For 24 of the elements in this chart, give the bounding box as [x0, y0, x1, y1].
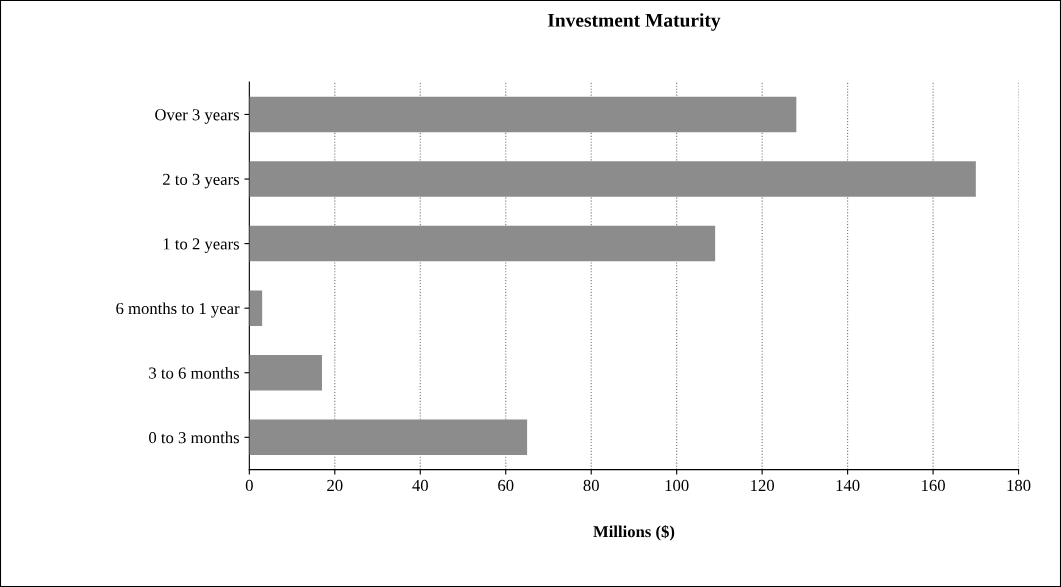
bar: [249, 419, 528, 456]
bar: [249, 225, 716, 262]
y-tick-label: 1 to 2 years: [163, 238, 240, 253]
x-tick-label: 0: [245, 479, 253, 492]
x-tick-label: 160: [922, 479, 945, 492]
y-tick-label: Over 3 years: [155, 109, 240, 124]
bar: [249, 96, 797, 133]
x-tick-label: 80: [583, 479, 599, 492]
bar: [249, 290, 263, 326]
chart-title: Investment Maturity: [547, 13, 721, 31]
x-tick-label: 60: [498, 479, 514, 492]
y-tick-label: 2 to 3 years: [163, 173, 240, 189]
x-tick-label: 140: [836, 479, 860, 492]
x-tick-label: 20: [327, 479, 343, 492]
y-tick-label: 3 to 6 months: [149, 366, 240, 379]
bar: [249, 161, 976, 197]
x-tick-label: 120: [751, 479, 775, 492]
x-tick-label: 180: [1007, 479, 1031, 492]
x-axis-title: Millions ($): [593, 524, 675, 541]
x-tick-label: 40: [412, 479, 428, 492]
y-tick-label: 6 months to 1 year: [116, 302, 240, 318]
bar: [249, 354, 322, 391]
y-tick-label: 0 to 3 months: [149, 431, 240, 444]
x-tick-label: 100: [665, 479, 689, 492]
